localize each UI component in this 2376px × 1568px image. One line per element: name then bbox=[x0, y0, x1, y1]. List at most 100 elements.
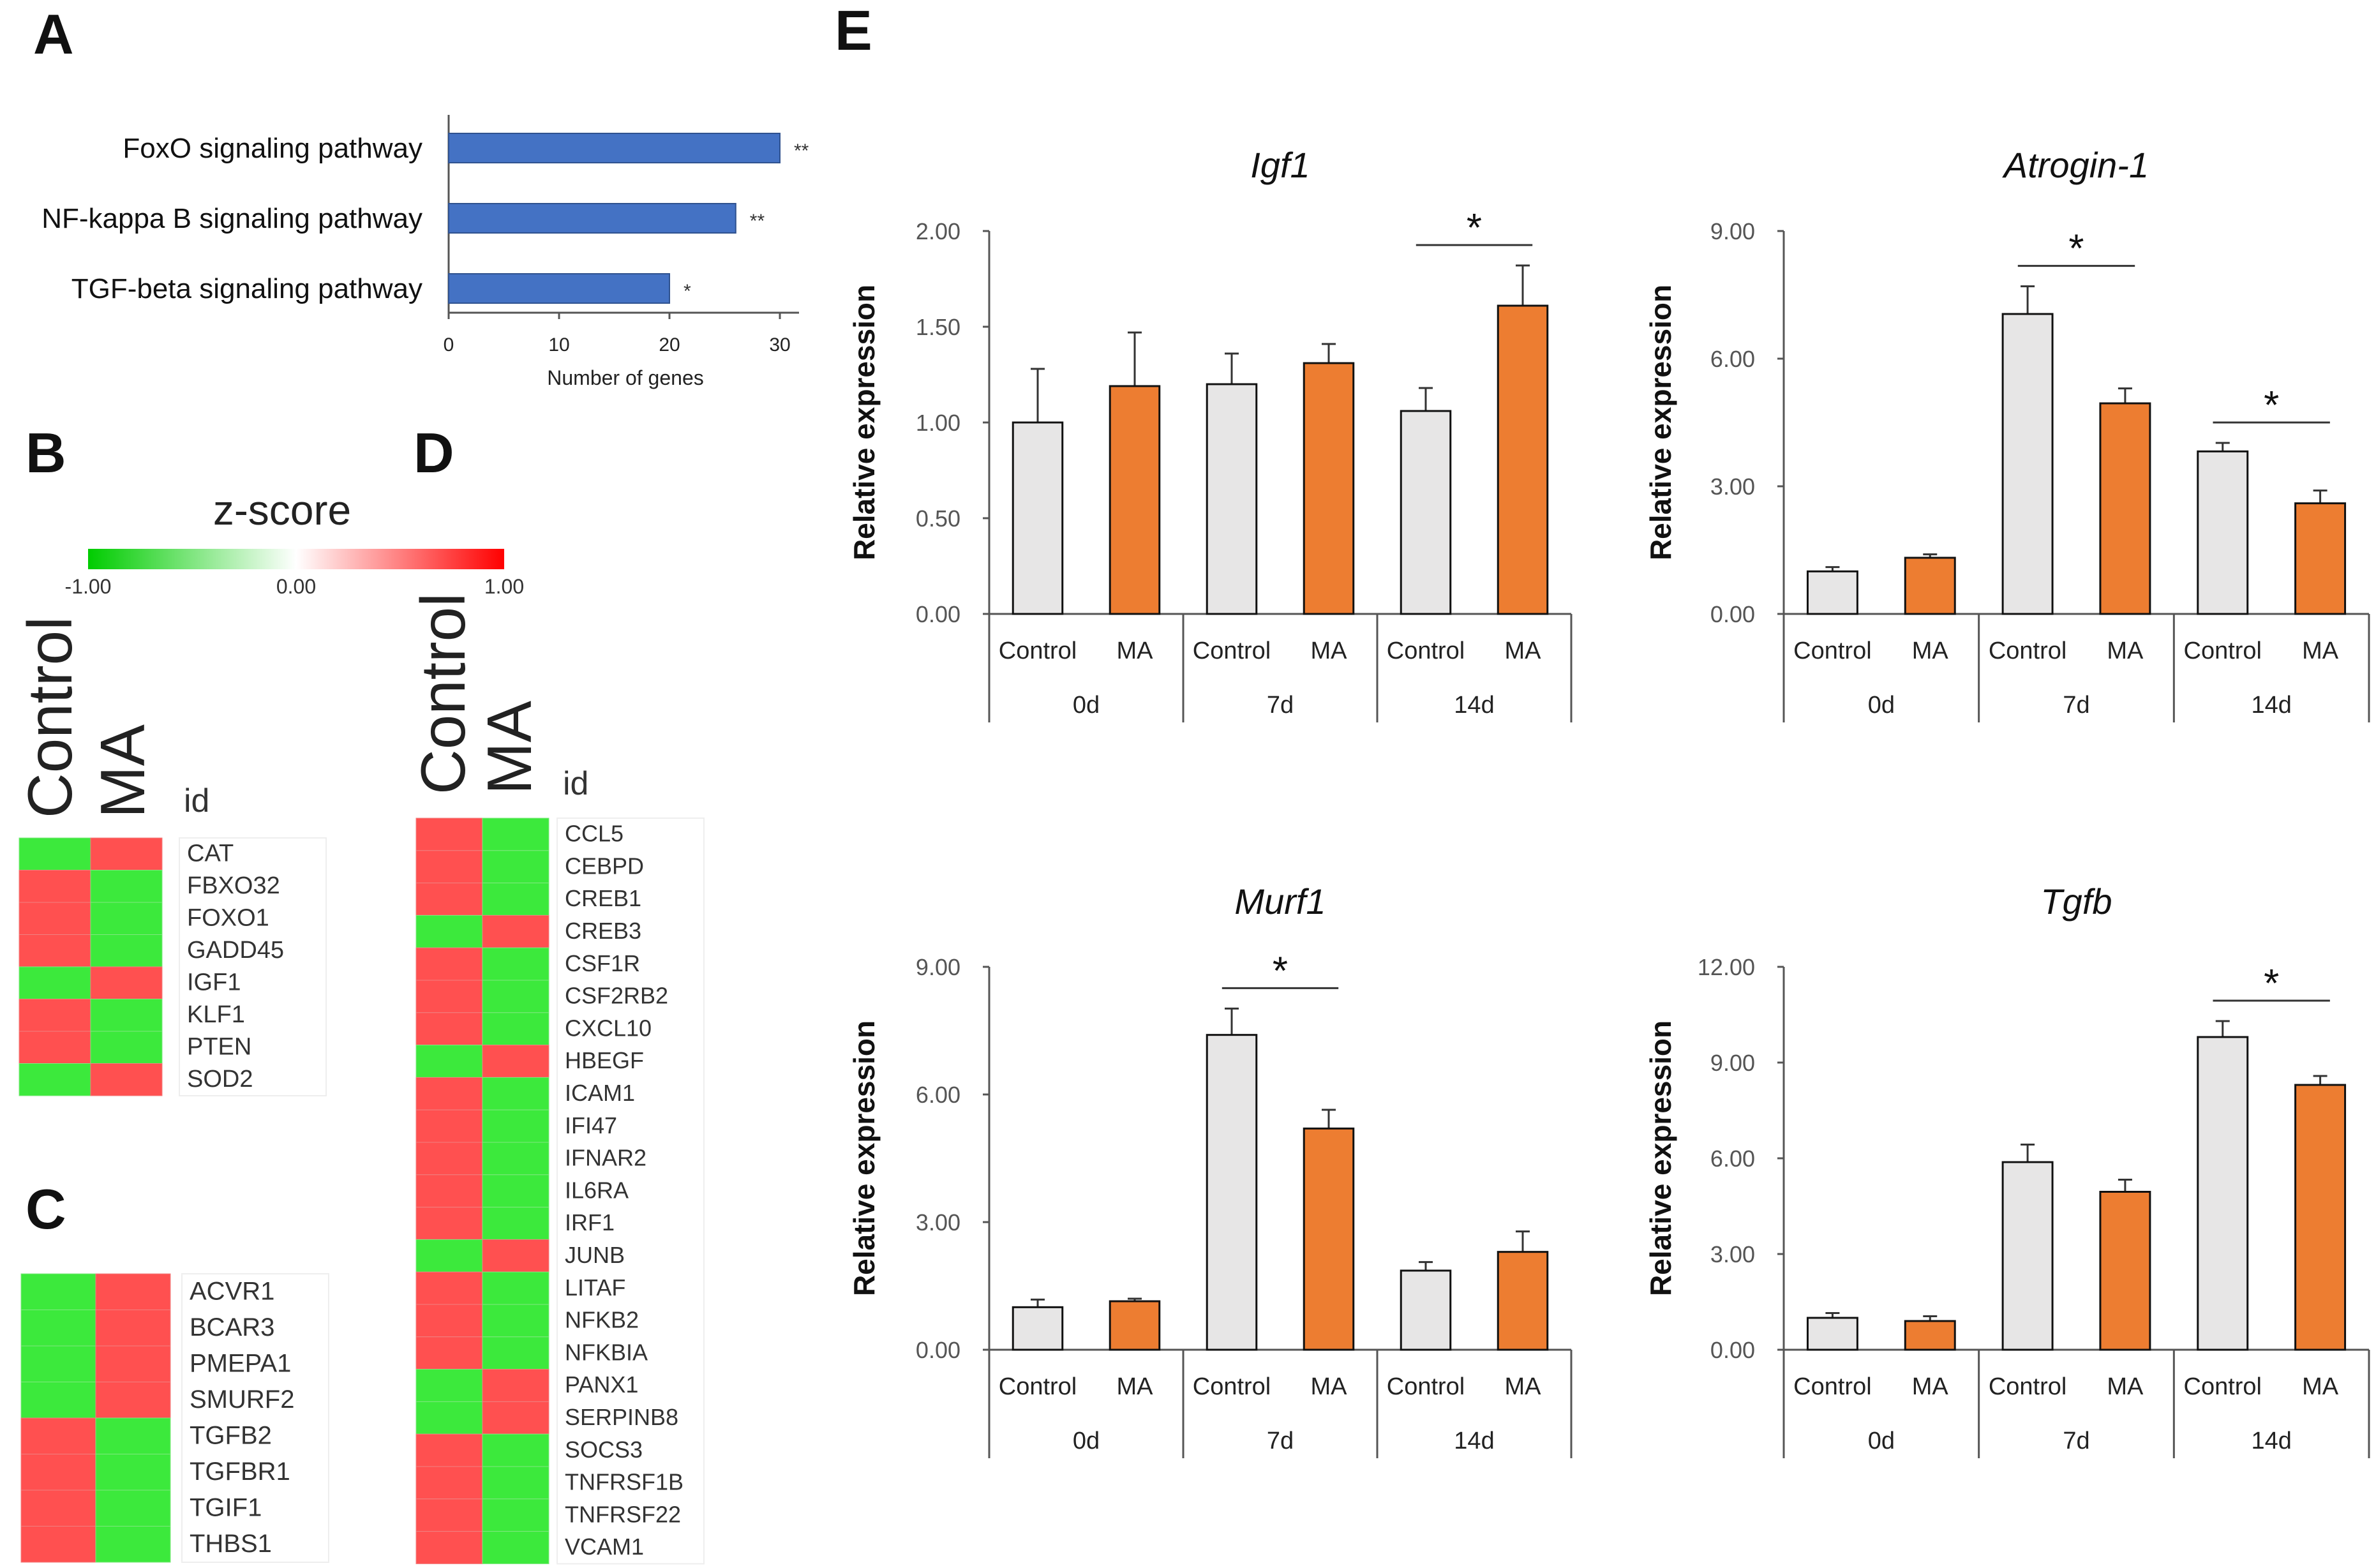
panel-a-pathway-bar-chart: 0 10 20 30 Number of genes FoxO signaling pat… bbox=[41, 115, 809, 389]
heatmap-cell bbox=[482, 1271, 549, 1305]
heatmap-cell bbox=[95, 1417, 171, 1454]
heatmap-cell bbox=[482, 883, 549, 916]
panel-a-x-tick-label: 10 bbox=[548, 334, 569, 355]
y-axis-label: Relative expression bbox=[1644, 1020, 1677, 1296]
bar-control bbox=[1400, 410, 1452, 615]
heatmap-cell bbox=[415, 1174, 483, 1208]
heatmap-gene-label: LITAF bbox=[565, 1274, 625, 1301]
heatmap-cell bbox=[415, 1369, 483, 1402]
y-axis-label: Relative expression bbox=[848, 1020, 881, 1296]
chart-title: Tgfb bbox=[2040, 881, 2112, 922]
heatmap-cell bbox=[482, 915, 549, 948]
bar-ma bbox=[2294, 1084, 2347, 1351]
heatmap-cell bbox=[415, 1239, 483, 1273]
heatmap-label-box bbox=[181, 1273, 329, 1563]
heatmap-gene-label: CSF1R bbox=[565, 950, 640, 976]
heatmap-cell bbox=[415, 1498, 483, 1532]
heatmap-cell bbox=[415, 1045, 483, 1078]
panel-label-e: E bbox=[835, 0, 872, 62]
heatmap-cell bbox=[482, 1077, 549, 1110]
heatmap-cell bbox=[19, 870, 91, 903]
heatmap-gene-label: TGIF1 bbox=[190, 1494, 262, 1522]
x-category-label: Control bbox=[1793, 1373, 1872, 1400]
heatmap-cell bbox=[19, 902, 91, 935]
panel-label-c: C bbox=[26, 1177, 66, 1241]
heatmap-b-col-control: Control bbox=[15, 616, 85, 818]
heatmap-cell bbox=[415, 883, 483, 916]
heatmap-cell bbox=[482, 947, 549, 981]
panel-a-x-tick-label: 0 bbox=[444, 334, 454, 355]
heatmap-cell bbox=[482, 1336, 549, 1370]
heatmap-cell bbox=[482, 818, 549, 851]
heatmap-cell bbox=[90, 1031, 163, 1064]
heatmap-gene-label: NFKBIA bbox=[565, 1339, 648, 1365]
heatmap-cell bbox=[482, 1369, 549, 1402]
x-category-label: MA bbox=[2107, 1373, 2144, 1400]
x-group-label: 0d bbox=[1868, 1428, 1895, 1454]
heatmap-cell bbox=[415, 1304, 483, 1338]
significance-star: * bbox=[1467, 206, 1482, 250]
heatmap-cell bbox=[19, 1063, 91, 1096]
panel-a-category-label: NF-kappa B signaling pathway bbox=[41, 203, 422, 234]
y-tick-label: 12.00 bbox=[1698, 954, 1755, 980]
bar-ma bbox=[2099, 1191, 2151, 1351]
heatmap-gene-label: IRF1 bbox=[565, 1209, 615, 1236]
heatmap-gene-label: TNFRSF22 bbox=[565, 1501, 681, 1527]
heatmap-gene-label: ICAM1 bbox=[565, 1080, 635, 1106]
y-tick-label: 3.00 bbox=[916, 1209, 960, 1236]
bar-ma bbox=[1904, 1320, 1956, 1351]
heatmap-cell bbox=[90, 870, 163, 903]
y-tick-label: 6.00 bbox=[916, 1082, 960, 1108]
bar-control bbox=[2197, 450, 2249, 615]
heatmap-gene-label: PANX1 bbox=[565, 1371, 638, 1398]
heatmap-cell bbox=[415, 1401, 483, 1435]
bar-control bbox=[1806, 1317, 1858, 1351]
heatmap-label-box bbox=[179, 837, 327, 1096]
zscore-min-label: -1.00 bbox=[65, 575, 112, 598]
x-category-label: MA bbox=[2302, 1373, 2339, 1400]
heatmap-cell bbox=[415, 947, 483, 981]
heatmap-cell bbox=[482, 1142, 549, 1176]
heatmap-gene-label: KLF1 bbox=[187, 1001, 245, 1028]
significance-star: * bbox=[1273, 949, 1288, 993]
heatmap-gene-label: SOD2 bbox=[187, 1066, 253, 1093]
heatmap-gene-label: SERPINB8 bbox=[565, 1404, 678, 1430]
heatmap-cell bbox=[415, 1466, 483, 1500]
x-category-label: MA bbox=[1117, 638, 1154, 664]
bar-ma bbox=[2294, 502, 2347, 615]
y-tick-label: 6.00 bbox=[1710, 1146, 1755, 1172]
x-category-label: Control bbox=[1989, 638, 2067, 664]
x-category-label: Control bbox=[1193, 1373, 1271, 1400]
panel-a-significance: ** bbox=[794, 140, 809, 161]
heatmap-cell bbox=[20, 1310, 96, 1347]
heatmap-gene-label: TGFB2 bbox=[190, 1422, 272, 1450]
panel-a-category-label: TGF-beta signaling pathway bbox=[71, 273, 422, 304]
heatmap-cell bbox=[415, 1271, 483, 1305]
y-tick-label: 0.00 bbox=[1710, 1337, 1755, 1363]
heatmap-gene-label: CREB3 bbox=[565, 918, 641, 944]
heatmap-cell bbox=[20, 1382, 96, 1419]
bar-ma bbox=[1303, 1127, 1355, 1351]
significance-star: * bbox=[2068, 227, 2084, 271]
x-category-label: Control bbox=[2184, 638, 2262, 664]
panel-label-d: D bbox=[414, 421, 454, 484]
heatmap-gene-label: IGF1 bbox=[187, 969, 241, 996]
panel-a-category-label: FoxO signaling pathway bbox=[123, 133, 422, 164]
heatmap-b-id-label: id bbox=[184, 782, 209, 819]
heatmap-cell bbox=[19, 934, 91, 967]
zscore-gradient-bar bbox=[88, 549, 504, 569]
y-axis-label: Relative expression bbox=[848, 285, 881, 560]
heatmap-gene-label: GADD45 bbox=[187, 937, 284, 964]
heatmap-cell bbox=[415, 1433, 483, 1467]
heatmap-cell bbox=[482, 1109, 549, 1143]
heatmap-cell bbox=[482, 1045, 549, 1078]
panel-a-bar bbox=[448, 133, 781, 163]
significance-star: * bbox=[2264, 384, 2279, 428]
heatmap-gene-label: NFKB2 bbox=[565, 1307, 639, 1333]
heatmap-cell bbox=[19, 999, 91, 1032]
x-category-label: MA bbox=[1311, 1373, 1348, 1400]
x-group-label: 14d bbox=[2251, 1428, 2291, 1454]
heatmap-gene-label: IL6RA bbox=[565, 1177, 629, 1203]
heatmap-cell bbox=[90, 999, 163, 1032]
